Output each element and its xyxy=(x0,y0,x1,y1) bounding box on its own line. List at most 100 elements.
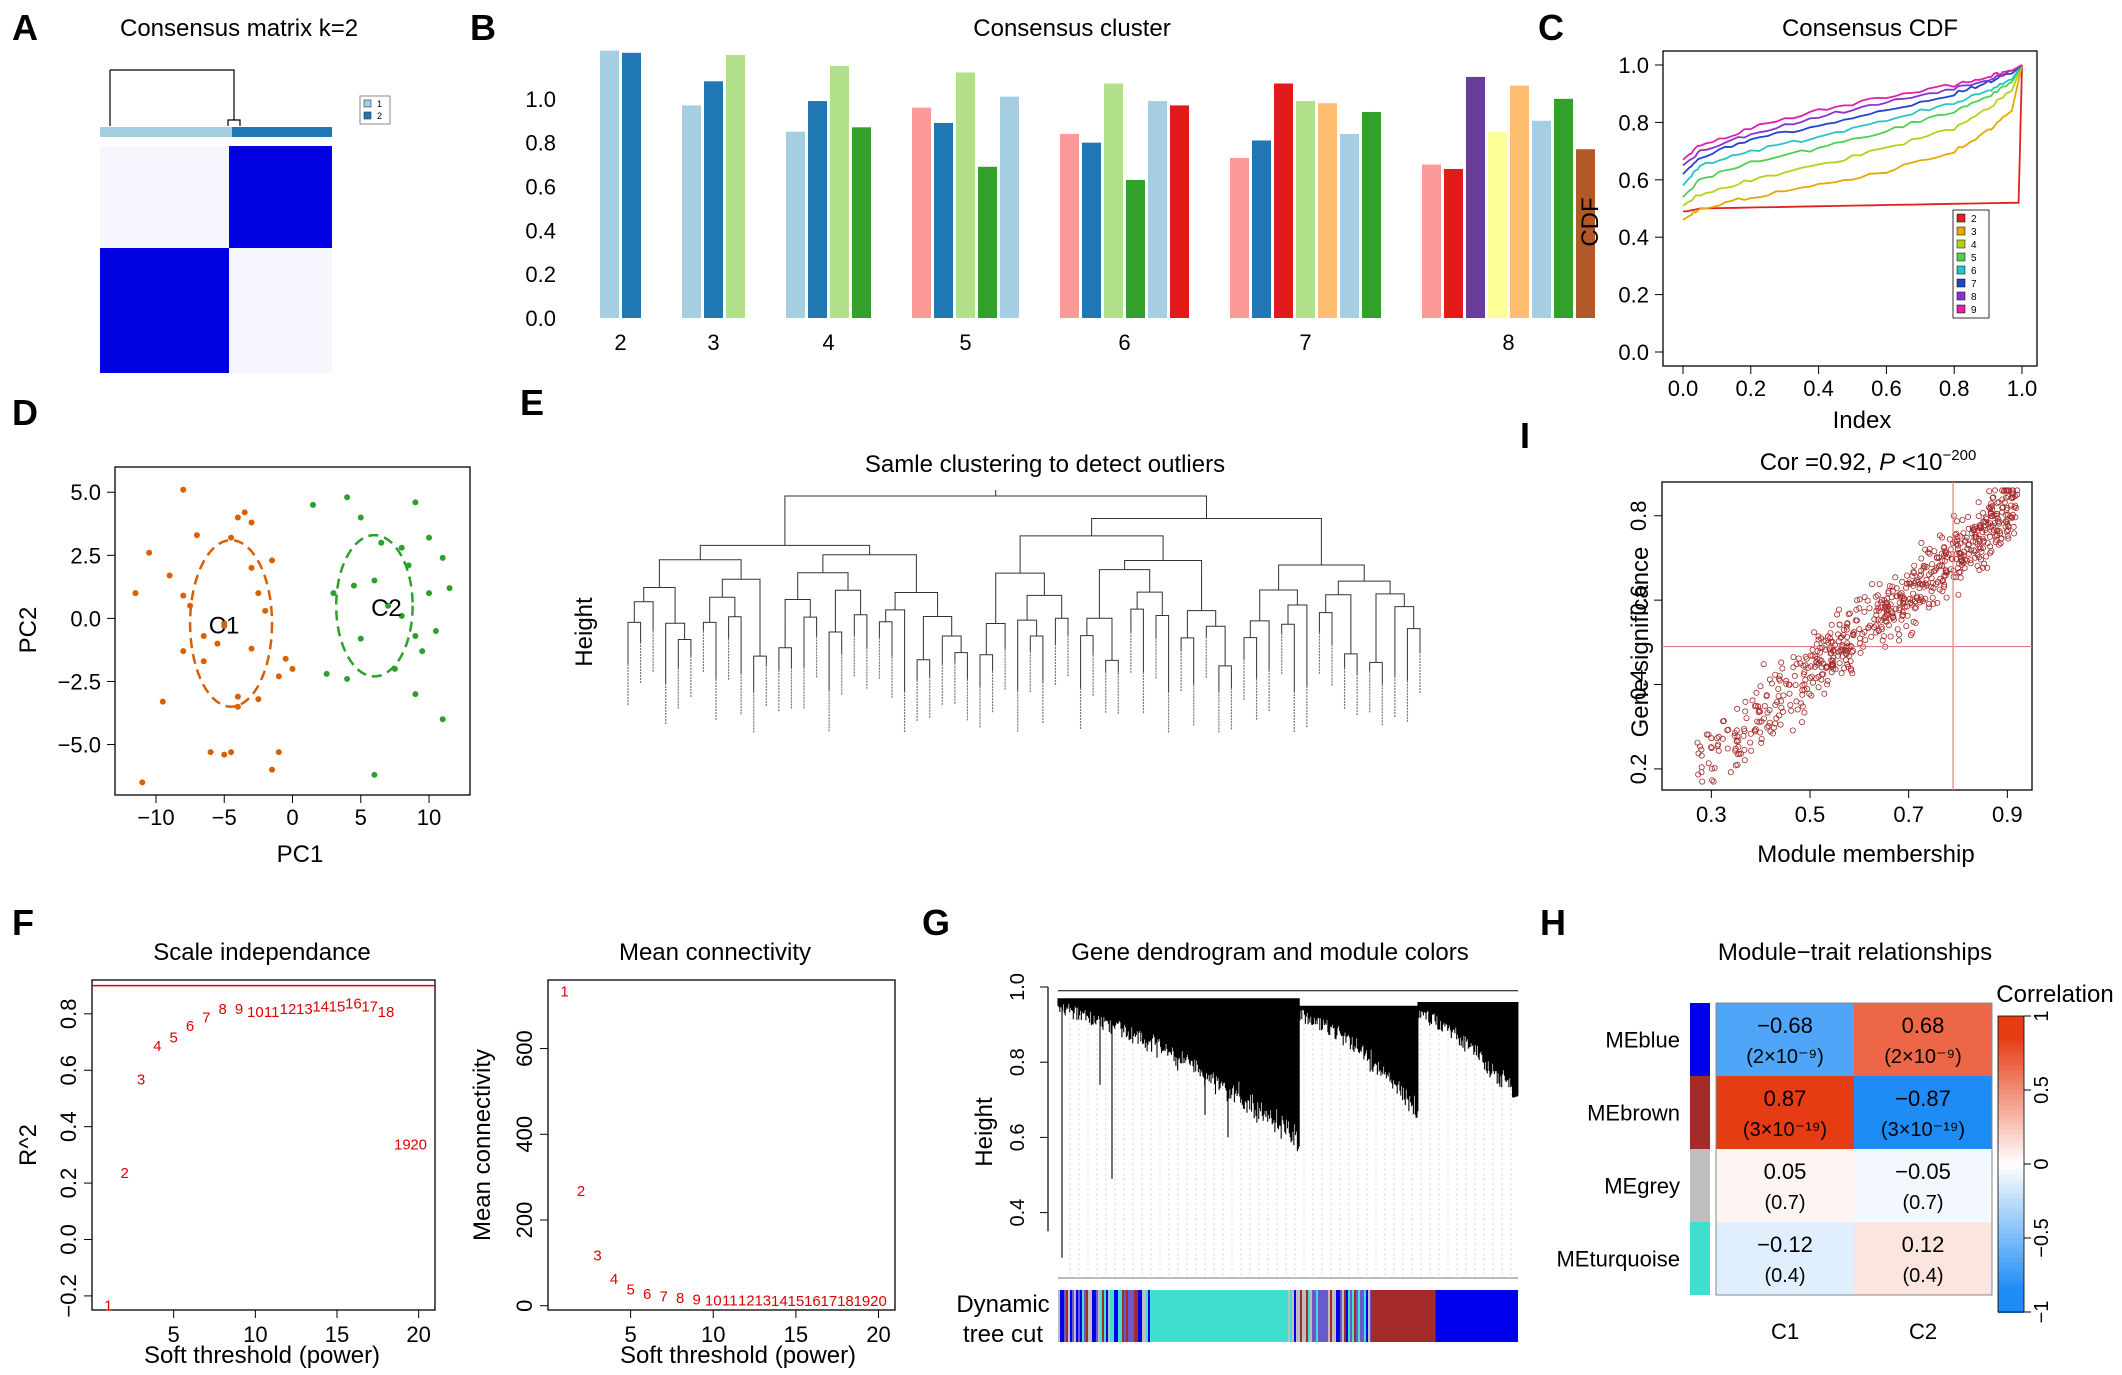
panel-i-point xyxy=(1922,595,1929,602)
panel-i-point xyxy=(1861,594,1868,601)
panel-h-title: Module−trait relationships xyxy=(1718,939,1992,966)
panel-g-module-strip xyxy=(1126,1290,1128,1342)
panel-i-point xyxy=(1990,494,1997,501)
panel-i-point xyxy=(1820,671,1827,678)
panel-c-frame xyxy=(1662,50,2038,367)
panel-g-module-strip xyxy=(1132,1290,1134,1342)
panel-h-colorbar-segment xyxy=(1998,1218,2024,1225)
panel-h-colorbar-label: −1 xyxy=(2031,1301,2053,1324)
panel-c-series-5 xyxy=(1682,64,2023,198)
panel-c-series-9 xyxy=(1682,64,2023,161)
panel-g-module-blue xyxy=(1435,1290,1518,1342)
panel-i-point xyxy=(1714,735,1721,742)
panel-f-xtick: 10 xyxy=(701,1322,725,1347)
panel-i-point xyxy=(1698,764,1705,771)
panel-i-xtick: 0.5 xyxy=(1795,802,1826,827)
panel-h-row-color xyxy=(1690,1003,1710,1076)
panel-i-point xyxy=(1973,534,1980,541)
panel-i-point xyxy=(1903,584,1910,591)
panel-i-point xyxy=(1854,597,1861,604)
panel-i-point xyxy=(1960,530,1967,537)
panel-i-point xyxy=(1883,599,1890,606)
panel-g-module-strip xyxy=(1138,1290,1140,1342)
panel-b-group-label: 8 xyxy=(1502,330,1514,355)
panel-i-point xyxy=(1766,719,1773,726)
panel-i-point xyxy=(1698,746,1705,753)
panel-i-point xyxy=(1989,494,1996,501)
panel-c-xtick: 1.0 xyxy=(2007,376,2038,401)
panel-i-point xyxy=(1988,500,1995,507)
panel-e-ylabel: Height xyxy=(571,597,598,667)
panel-h-row-label: MEbrown xyxy=(1587,1101,1680,1126)
panel-i-point xyxy=(1852,617,1859,624)
panel-i-point xyxy=(1957,574,1964,581)
panel-i-point xyxy=(1961,565,1968,572)
panel-f-point-label: 1 xyxy=(560,984,568,1001)
panel-b-bar-k5 xyxy=(956,72,975,319)
panel-i-point xyxy=(1910,618,1917,625)
panel-c-series-2 xyxy=(1683,64,2023,213)
panel-i-point xyxy=(1904,580,1911,587)
panel-i-point xyxy=(1727,769,1734,776)
panel-g-module-strip xyxy=(1076,1290,1078,1342)
panel-h: H Module−trait relationships Correlation… xyxy=(1540,902,2114,1344)
panel-i-point xyxy=(1878,626,1885,633)
panel-g-module-strip xyxy=(1348,1290,1350,1342)
panel-g-plot: 0.4 0.6 0.8 1.0 xyxy=(1007,973,1519,1342)
panel-i-point xyxy=(1975,513,1982,520)
panel-c-xtick: 0.8 xyxy=(1939,376,1970,401)
panel-i-title-exp: −200 xyxy=(1943,447,1977,464)
panel-i-title-prefix: Cor =0.92, xyxy=(1760,449,1879,476)
panel-g-module-strip xyxy=(1320,1290,1322,1342)
panel-i-point xyxy=(1741,757,1748,764)
panel-i-point xyxy=(1850,630,1857,637)
panel-i-point xyxy=(1934,555,1941,562)
panel-h-row-label: MEgrey xyxy=(1604,1174,1680,1199)
panel-d-point-c2 xyxy=(398,612,405,619)
panel-d-point-c1 xyxy=(221,622,228,629)
panel-f-point-label: 15 xyxy=(788,1293,805,1310)
panel-i-point xyxy=(1914,577,1921,584)
panel-i-point xyxy=(1928,588,1935,595)
panel-i-point xyxy=(1848,667,1855,674)
panel-d-point-c2 xyxy=(426,590,433,597)
panel-d-point-c1 xyxy=(180,592,187,599)
panel-i-title: Cor =0.92, P <10−200 xyxy=(1760,447,1977,476)
panel-i-point xyxy=(1861,608,1868,615)
panel-g-module-strip xyxy=(1062,1290,1064,1342)
panel-f-ytick: 600 xyxy=(512,1030,537,1067)
panel-g-module-strip xyxy=(1100,1290,1102,1342)
panel-f-xtick: 20 xyxy=(406,1322,430,1347)
panel-g-module-strip xyxy=(1058,1290,1060,1342)
panel-d-point-c2 xyxy=(330,590,337,597)
panel-i-point xyxy=(1939,534,1946,541)
panel-b-bar-k6 xyxy=(1126,179,1145,318)
panel-h-colorbar-segment xyxy=(1998,1159,2024,1165)
panel-a-legend-label-2: 2 xyxy=(377,111,382,121)
panel-i-point xyxy=(1997,530,2004,537)
panel-i-point xyxy=(1841,665,1848,672)
panel-i-point xyxy=(2009,514,2016,521)
panel-i-point xyxy=(1871,624,1878,631)
panel-i-point xyxy=(1865,624,1872,631)
panel-h-colorbar-segment xyxy=(1998,1164,2024,1170)
panel-d-cluster-label: C2 xyxy=(371,595,402,622)
panel-i-point xyxy=(1963,557,1970,564)
panel-b: B Consensus cluster 0.0 0.2 0.4 0.6 0.8 1.0 2 3… xyxy=(470,7,1595,355)
panel-h-cell-p: (3×10⁻¹⁹) xyxy=(1743,1119,1827,1141)
panel-h-colorbar-segment xyxy=(1998,1247,2024,1254)
panel-h-colorbar-segment xyxy=(1998,1050,2024,1057)
panel-h-colorbar-segment xyxy=(1998,1252,2024,1259)
panel-i-point xyxy=(1789,727,1796,734)
panel-h-row-color xyxy=(1690,1222,1710,1295)
panel-i-point xyxy=(1779,665,1786,672)
panel-i-point xyxy=(1972,531,1979,538)
panel-i-point xyxy=(1800,662,1807,669)
panel-g-module-strip xyxy=(1338,1290,1340,1342)
panel-d-point-c1 xyxy=(262,607,269,614)
panel-i-point xyxy=(1945,551,1952,558)
panel-a-title: Consensus matrix k=2 xyxy=(120,15,358,42)
panel-h-colorbar-segment xyxy=(1998,1168,2024,1175)
panel-i-point xyxy=(1836,606,1843,613)
